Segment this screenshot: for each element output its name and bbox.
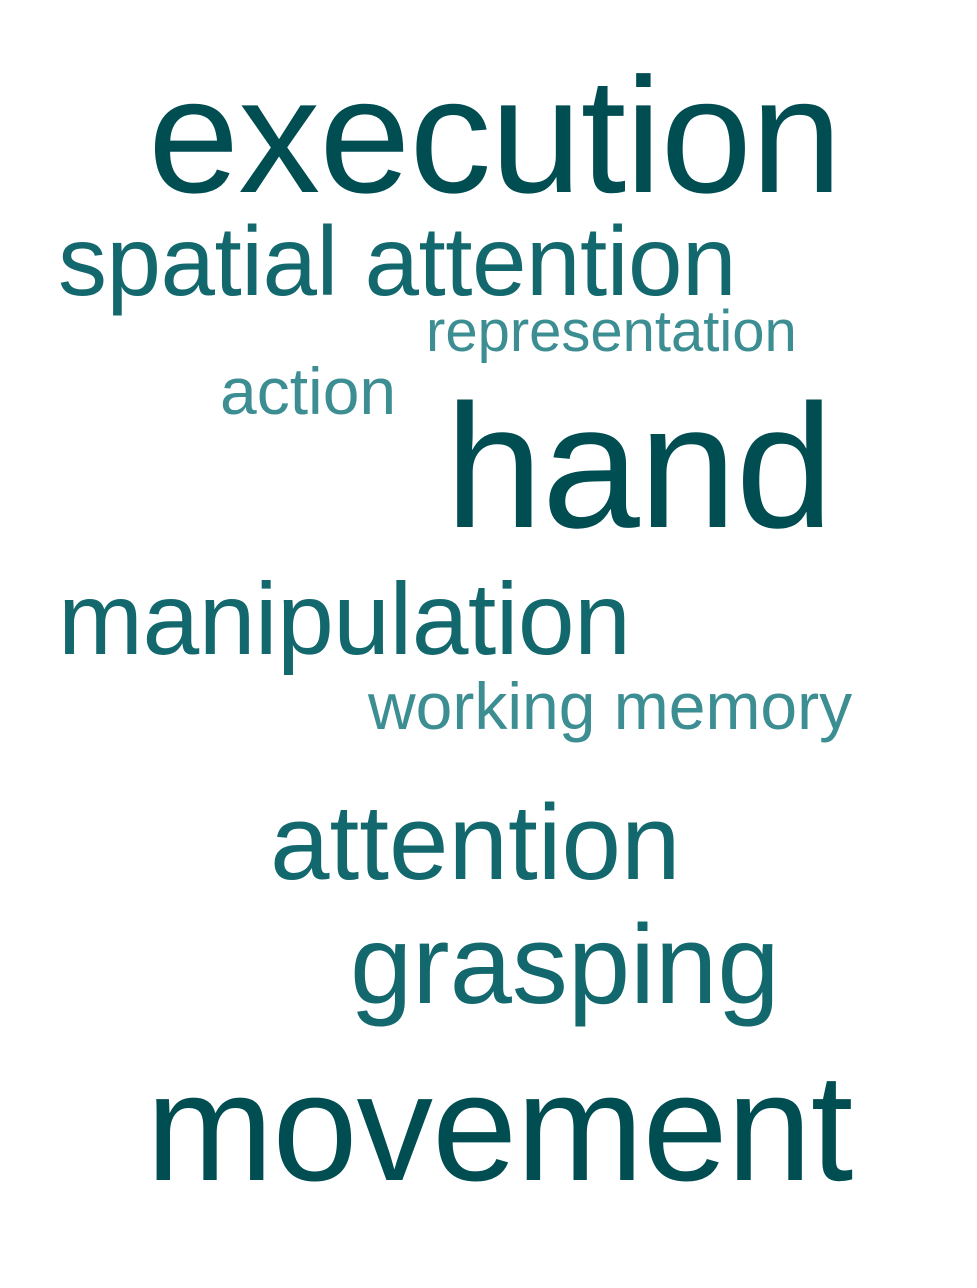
word-movement: movement [146,1042,853,1213]
word-working-memory: working memory [368,669,853,743]
word-execution: execution [148,44,842,227]
word-hand: hand [445,369,834,565]
word-action: action [220,354,397,428]
word-grasping: grasping [350,902,780,1027]
word-spatial-attention: spatial attention [58,206,736,316]
word-manipulation: manipulation [58,562,631,676]
word-representation: representation [426,299,797,364]
word-attention: attention [270,782,681,902]
